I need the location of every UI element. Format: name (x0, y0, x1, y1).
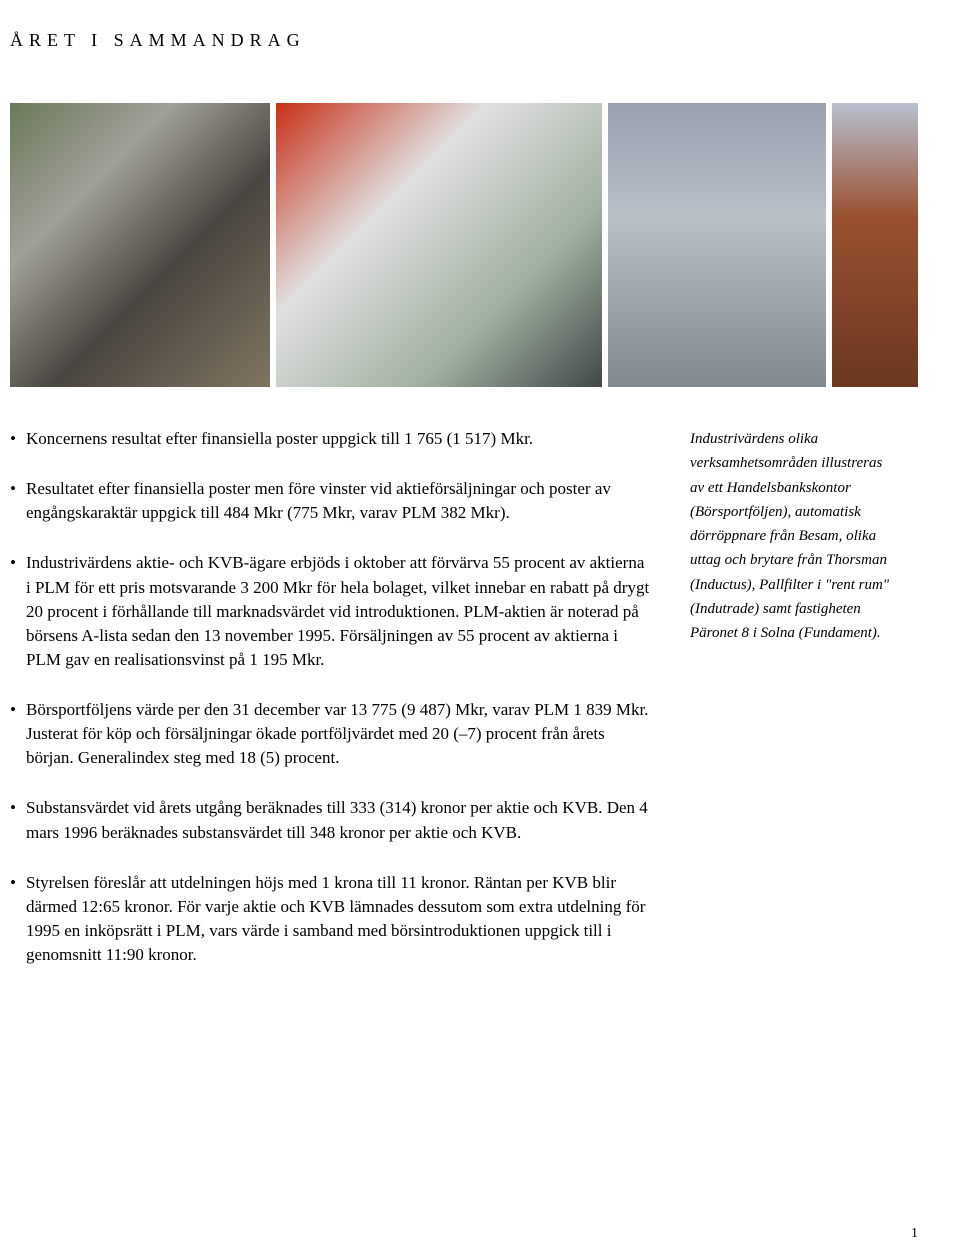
list-item: Resultatet efter finansiella poster men … (10, 477, 652, 525)
list-item: Substansvärdet vid årets utgång beräknad… (10, 796, 652, 844)
list-item: Koncernens resultat efter finansiella po… (10, 427, 652, 451)
photo-cleanroom-filter (608, 103, 825, 387)
photo-building (832, 103, 919, 387)
photo-door-opener (276, 103, 603, 387)
photo-bank-office (10, 103, 270, 387)
list-item: Styrelsen föreslår att utdelningen höjs … (10, 871, 652, 968)
page-number: 1 (911, 1226, 918, 1242)
page-title: ÅRET I SAMMANDRAG (10, 30, 918, 51)
bullet-list: Koncernens resultat efter finansiella po… (10, 427, 652, 967)
main-column: Koncernens resultat efter finansiella po… (10, 427, 652, 993)
image-row (10, 103, 918, 387)
content-row: Koncernens resultat efter finansiella po… (10, 427, 918, 993)
image-caption: Industrivärdens olika verksamhetsområden… (690, 427, 892, 646)
list-item: Börsportföljens värde per den 31 decembe… (10, 698, 652, 770)
list-item: Industrivärdens aktie- och KVB-ägare erb… (10, 551, 652, 672)
